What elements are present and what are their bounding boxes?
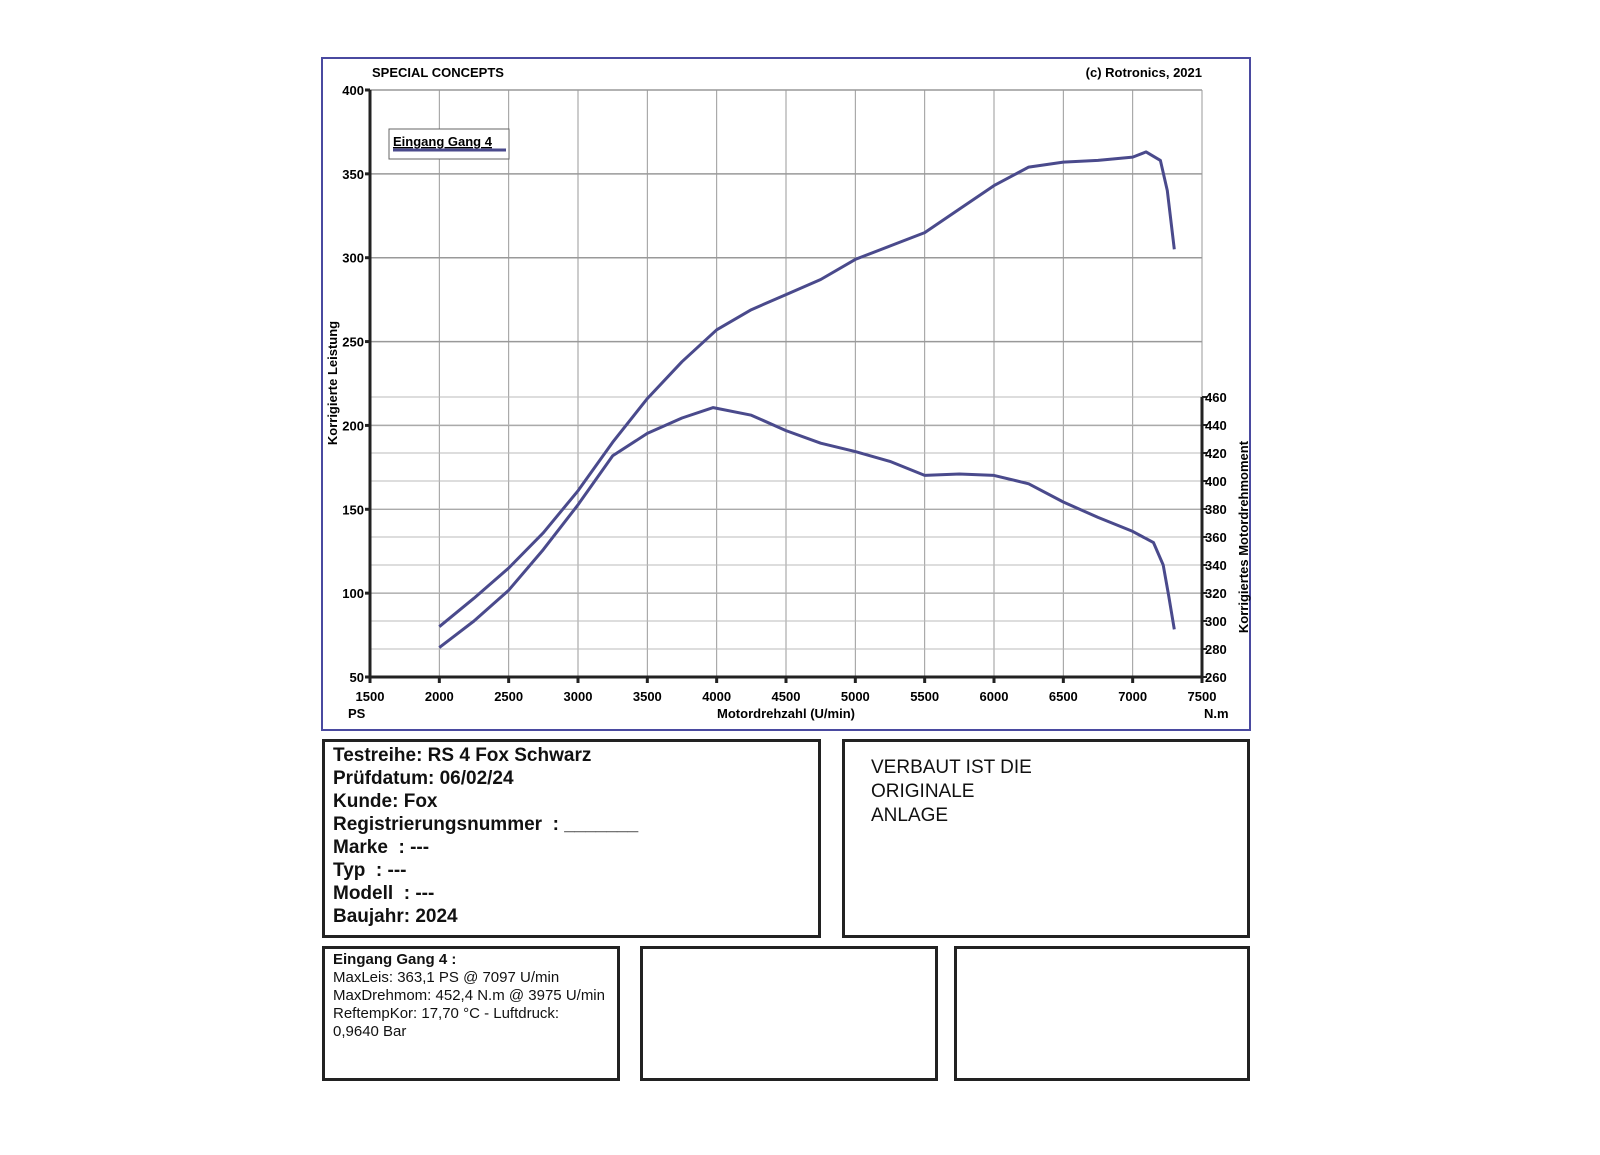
text-line: ORIGINALE [871, 781, 975, 802]
note-box: VERBAUT IST DIE ORIGINALE ANLAGE [842, 739, 1250, 938]
x-tick-label: 2500 [494, 689, 523, 704]
text-line: Kunde: Fox [333, 791, 438, 812]
text-line: MaxLeis: 363,1 PS @ 7097 U/min [333, 969, 560, 986]
legend: Eingang Gang 4 [388, 128, 510, 160]
y2-tick-label: 360 [1205, 530, 1227, 545]
dyno-chart: SPECIAL CONCEPTS (c) Rotronics, 2021 150… [321, 57, 1251, 731]
x-tick-label: 2000 [425, 689, 454, 704]
text-line: Registrierungsnummer : _______ [333, 814, 639, 835]
y2-tick-label: 320 [1205, 586, 1227, 601]
text-line: Typ : --- [333, 860, 407, 881]
x-unit-left: PS [348, 706, 366, 721]
text-line: ReftempKor: 17,70 °C - Luftdruck: 0,9640… [333, 1005, 560, 1040]
x-tick-label: 6500 [1049, 689, 1078, 704]
x-tick-label: 6000 [980, 689, 1009, 704]
text-line: ANLAGE [871, 805, 949, 826]
legend-box [388, 128, 510, 160]
y2-tick-label: 300 [1205, 614, 1227, 629]
y-tick-label: 400 [342, 83, 364, 98]
x-tick-label: 4000 [702, 689, 731, 704]
summary-title: Eingang Gang 4 : [333, 951, 457, 968]
x-tick-label: 3500 [633, 689, 662, 704]
y2-tick-label: 400 [1205, 474, 1227, 489]
empty-box-2 [954, 946, 1250, 1081]
summary-box: Eingang Gang 4 : MaxLeis: 363,1 PS @ 709… [322, 946, 620, 1081]
y2-axis-label: Korrigiertes Motordrehmoment [1236, 440, 1251, 633]
y-tick-label: 150 [342, 502, 364, 517]
header-right: (c) Rotronics, 2021 [1086, 65, 1202, 80]
text-line: MaxDrehmom: 452,4 N.m @ 3975 U/min [333, 987, 605, 1004]
x-tick-label: 1500 [356, 689, 385, 704]
x-axis-label: Motordrehzahl (U/min) [717, 706, 855, 721]
y-tick-label: 300 [342, 251, 364, 266]
legend-label: Eingang Gang 4 [393, 134, 493, 149]
x-tick-label: 7500 [1188, 689, 1217, 704]
y-tick-label: 250 [342, 335, 364, 350]
text-line: Testreihe: RS 4 Fox Schwarz [333, 745, 592, 766]
y2-tick-label: 420 [1205, 446, 1227, 461]
text-line: Prüfdatum: 06/02/24 [333, 768, 514, 789]
text-line: Modell : --- [333, 883, 435, 904]
y-tick-label: 350 [342, 167, 364, 182]
test-info-box: Testreihe: RS 4 Fox Schwarz Prüfdatum: 06… [322, 739, 821, 938]
y2-tick-label: 260 [1205, 670, 1227, 685]
y-axis-label: Korrigierte Leistung [325, 321, 340, 445]
y2-tick-label: 380 [1205, 502, 1227, 517]
y2-tick-label: 340 [1205, 558, 1227, 573]
y-tick-label: 50 [350, 670, 364, 685]
header-left: SPECIAL CONCEPTS [372, 65, 504, 80]
chart-frame [321, 57, 1251, 731]
text-line: VERBAUT IST DIE [871, 757, 1032, 778]
torque-curve [438, 406, 1176, 649]
power-curve [438, 150, 1176, 628]
text-line: Marke : --- [333, 837, 430, 858]
y2-unit: N.m [1204, 706, 1229, 721]
y-tick-label: 100 [342, 586, 364, 601]
text-line: Baujahr: 2024 [333, 906, 458, 927]
x-tick-label: 3000 [564, 689, 593, 704]
x-tick-label: 5000 [841, 689, 870, 704]
y-tick-label: 200 [342, 418, 364, 433]
y2-tick-label: 460 [1205, 390, 1227, 405]
x-tick-label: 7000 [1118, 689, 1147, 704]
y2-tick-label: 280 [1205, 642, 1227, 657]
y2-tick-label: 440 [1205, 418, 1227, 433]
empty-box-1 [640, 946, 938, 1081]
x-tick-label: 5500 [910, 689, 939, 704]
x-tick-label: 4500 [772, 689, 801, 704]
